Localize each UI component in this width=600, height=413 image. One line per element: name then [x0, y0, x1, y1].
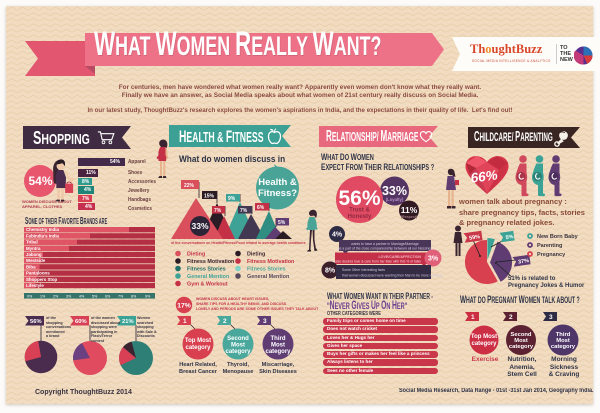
svg-text:Lifestyle: Lifestyle: [26, 283, 44, 288]
svg-text:7%: 7%: [214, 208, 222, 214]
svg-text:5%: 5%: [505, 234, 514, 241]
svg-text:General Mention: General Mention: [247, 274, 289, 280]
svg-text:59%: 59%: [469, 234, 481, 241]
svg-text:A Woman also desires love & ca: A Woman also desires love & care from he…: [319, 260, 421, 264]
svg-text:that women discussed were want: that women discussed were wanting their …: [342, 274, 443, 278]
svg-text:Parenting: Parenting: [537, 243, 562, 249]
svg-text:(Loyalty): (Loyalty): [386, 197, 404, 202]
svg-text:7%: 7%: [240, 208, 248, 214]
svg-text:Fitness Motivation: Fitness Motivation: [187, 259, 234, 265]
svg-text:category: category: [551, 344, 576, 350]
svg-text:15%: 15%: [204, 194, 215, 200]
svg-text:Chemistry India: Chemistry India: [26, 227, 59, 232]
svg-text:LOVE/CARE/AFFECTION: LOVE/CARE/AFFECTION: [378, 255, 421, 259]
svg-text:Biba: Biba: [26, 264, 36, 269]
svg-text:(Respect): (Respect): [401, 215, 418, 219]
svg-text:6%: 6%: [105, 294, 111, 298]
svg-text:Health &: Health &: [258, 177, 297, 188]
svg-text:Jabong: Jabong: [26, 252, 42, 257]
svg-text:22%: 22%: [184, 183, 195, 189]
svg-text:category: category: [185, 345, 211, 351]
svg-text:0%: 0%: [27, 294, 33, 298]
svg-text:7%: 7%: [118, 294, 124, 298]
svg-text:3: 3: [263, 318, 267, 325]
svg-text:9%: 9%: [228, 196, 236, 202]
svg-text:Most: Most: [556, 338, 570, 344]
svg-text:1: 1: [183, 318, 187, 325]
svg-text:3: 3: [549, 314, 553, 321]
svg-text:8%: 8%: [325, 268, 336, 275]
svg-text:66%: 66%: [470, 167, 499, 185]
svg-text:as a part of the close compani: as a part of the close companionship bet…: [338, 247, 433, 251]
svg-text:Most: Most: [231, 343, 245, 349]
svg-text:33%: 33%: [382, 184, 407, 198]
svg-text:21%: 21%: [122, 319, 134, 325]
svg-text:category: category: [509, 344, 534, 350]
svg-text:Some Other interesting facts: Some Other interesting facts: [342, 268, 385, 272]
svg-text:5%: 5%: [278, 220, 286, 226]
svg-text:Pregnancy: Pregnancy: [537, 252, 566, 258]
svg-text:Third: Third: [271, 336, 286, 342]
svg-text:Westside: Westside: [26, 258, 46, 263]
svg-text:17%: 17%: [177, 303, 191, 310]
svg-text:Most: Most: [514, 338, 528, 344]
svg-text:6%: 6%: [257, 205, 265, 211]
svg-text:Third: Third: [556, 332, 571, 338]
svg-text:4%: 4%: [332, 232, 343, 239]
svg-text:Gym & Workout: Gym & Workout: [187, 282, 228, 288]
svg-text:Second: Second: [227, 336, 249, 342]
svg-text:4%: 4%: [79, 294, 85, 298]
svg-text:1: 1: [471, 314, 475, 321]
svg-text:56%: 56%: [338, 187, 380, 210]
svg-text:3%: 3%: [66, 294, 72, 298]
svg-text:category: category: [471, 341, 497, 347]
svg-text:9%: 9%: [145, 294, 151, 298]
svg-text:Fitness Stories: Fitness Stories: [247, 267, 286, 273]
svg-text:Myntra: Myntra: [26, 246, 41, 251]
svg-text:Top Most: Top Most: [185, 338, 211, 344]
svg-text:wants to have a partner in Mar: wants to have a partner in Marriage/Marr…: [351, 242, 419, 246]
svg-text:Second: Second: [511, 332, 532, 338]
svg-text:Top Most: Top Most: [471, 334, 497, 340]
svg-text:Dieting: Dieting: [247, 252, 265, 258]
svg-text:Fitness Stories: Fitness Stories: [187, 267, 226, 273]
svg-text:5%: 5%: [92, 294, 98, 298]
svg-text:category: category: [265, 349, 291, 355]
svg-text:2: 2: [509, 314, 513, 321]
svg-text:Dieting: Dieting: [187, 252, 205, 258]
svg-text:8%: 8%: [131, 294, 137, 298]
svg-text:3%: 3%: [428, 256, 439, 263]
svg-text:Fitness Motivation: Fitness Motivation: [247, 259, 294, 265]
svg-text:Honesty: Honesty: [348, 214, 372, 220]
svg-text:2%: 2%: [53, 294, 59, 298]
svg-text:11%: 11%: [401, 205, 418, 215]
svg-text:37%: 37%: [518, 258, 530, 265]
svg-text:Tribal: Tribal: [26, 240, 38, 245]
svg-text:General Mention: General Mention: [187, 274, 229, 280]
svg-text:Pantaloons: Pantaloons: [26, 271, 50, 276]
svg-text:Fabindia's India: Fabindia's India: [26, 233, 60, 238]
svg-text:33%: 33%: [191, 221, 208, 231]
svg-text:category: category: [225, 349, 251, 355]
svg-text:Trust &: Trust &: [349, 208, 370, 214]
svg-text:60%: 60%: [75, 319, 87, 325]
svg-text:Most: Most: [271, 343, 285, 349]
svg-text:56%: 56%: [30, 319, 42, 325]
svg-text:Fitness?: Fitness?: [258, 188, 297, 199]
svg-text:2: 2: [223, 318, 227, 325]
svg-text:Shoppers Stop: Shoppers Stop: [26, 277, 58, 282]
svg-text:1%: 1%: [40, 294, 46, 298]
svg-text:New Born Baby: New Born Baby: [537, 234, 579, 240]
